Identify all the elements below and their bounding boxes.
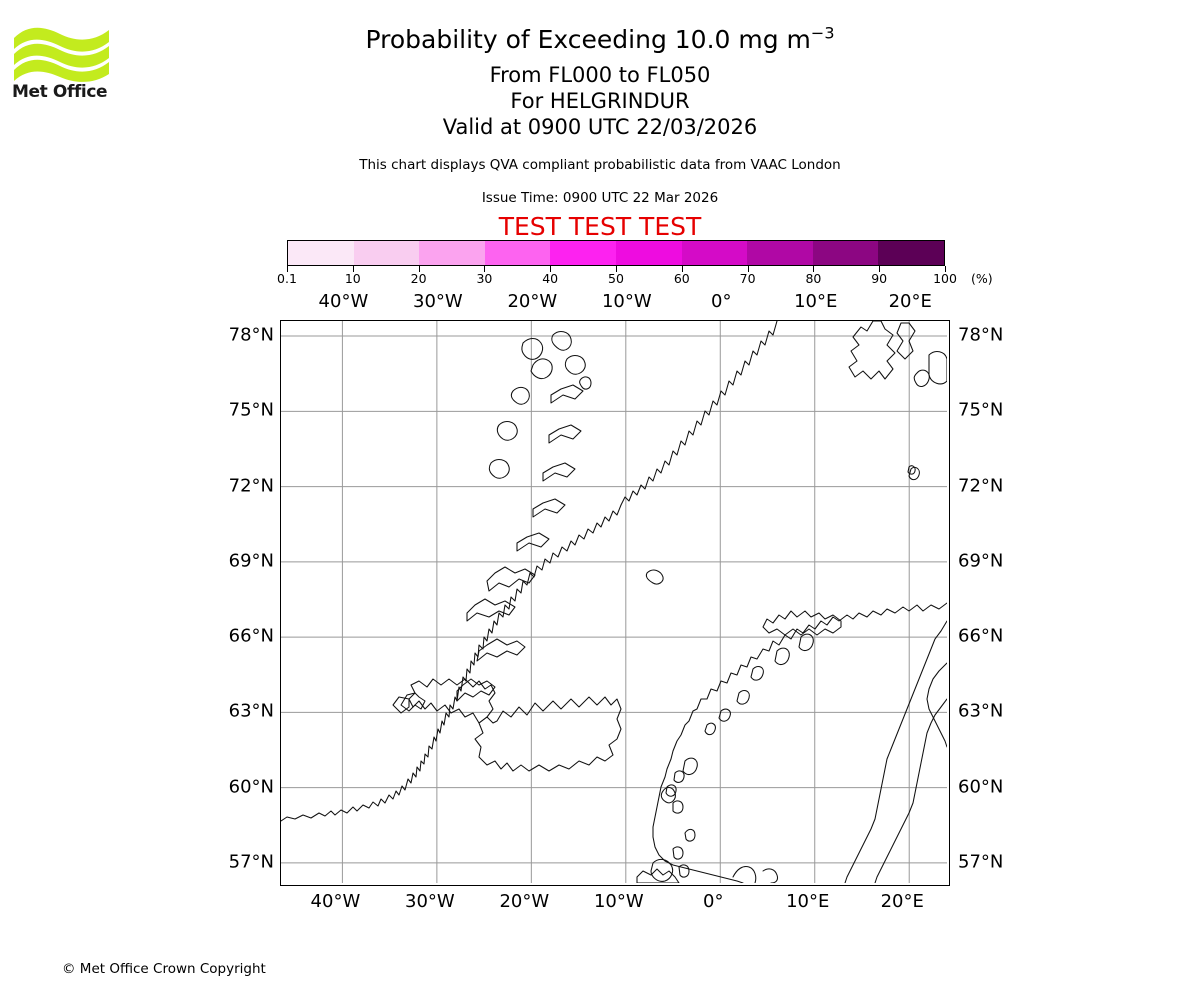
- map-gridlines: [281, 321, 947, 883]
- lat-label-left-63: 63°N: [228, 700, 274, 722]
- colorbar-tick-10: [352, 266, 354, 272]
- colorbar-tick-90: [879, 266, 881, 272]
- colorbar-tick-30: [484, 266, 486, 272]
- colorbar-tick-label-10: 10: [344, 271, 361, 286]
- title-flight-levels: From FL000 to FL050: [489, 63, 711, 87]
- page-title-superscript: −3: [810, 23, 835, 43]
- lon-label-top--10: 10°W: [601, 291, 652, 312]
- page-title: Probability of Exceeding 10.0 mg m−3: [130, 23, 1070, 54]
- colorbar-band-4: [550, 241, 616, 265]
- colorbar-tick-label-40: 40: [542, 271, 559, 286]
- colorbar-band-7: [747, 241, 813, 265]
- colorbar-band-5: [615, 241, 682, 265]
- colorbar-band-6: [681, 241, 748, 265]
- lat-label-right-72: 72°N: [958, 475, 1004, 497]
- colorbar-tick-label-60: 60: [673, 271, 690, 286]
- colorbar-tick-20: [418, 266, 420, 272]
- met-office-logo: Met Office: [12, 22, 112, 114]
- lat-label-right-60: 60°N: [958, 776, 1004, 798]
- colorbar-tick-label-100: 100: [933, 271, 957, 286]
- lat-label-left-60: 60°N: [228, 776, 274, 798]
- colorbar-tick-label-30: 30: [476, 271, 493, 286]
- colorbar-tick-100: [945, 266, 946, 272]
- map-coastlines: [281, 321, 947, 883]
- lon-label-bottom--10: 10°W: [593, 891, 644, 912]
- lat-label-right-78: 78°N: [958, 324, 1004, 346]
- colorbar-bands: [287, 240, 945, 266]
- lon-label-top-20: 20°E: [888, 291, 932, 312]
- colorbar-tick-label-50: 50: [608, 271, 624, 286]
- colorbar-band-2: [419, 241, 485, 265]
- colorbar-tick-0.1: [287, 266, 288, 272]
- met-office-wave-mark: [14, 27, 109, 82]
- lat-label-left-72: 72°N: [228, 475, 274, 497]
- lat-label-left-78: 78°N: [228, 324, 274, 346]
- lon-label-top-10: 10°E: [794, 291, 838, 312]
- map-frame: [280, 320, 950, 886]
- lon-label-bottom-20: 20°E: [880, 891, 924, 912]
- colorbar-tick-70: [747, 266, 749, 272]
- colorbar-tick-labels: 0.1 10 20 30 40 50 60 70 80 90 100: [277, 271, 957, 287]
- colorbar-tick-40: [550, 266, 552, 272]
- colorbar-unit-label: (%): [971, 271, 993, 286]
- lat-label-left-57: 57°N: [228, 851, 274, 873]
- title-volcano-name: For HELGRINDUR: [510, 89, 690, 113]
- colorbar-tick-label-80: 80: [805, 271, 822, 286]
- lon-label-top--40: 40°W: [318, 291, 369, 312]
- latitude-labels-right: 78°N 75°N 72°N 69°N 66°N 63°N 60°N 57°N: [958, 320, 1038, 886]
- title-valid-time: Valid at 0900 UTC 22/03/2026: [442, 115, 758, 139]
- footer-copyright: © Met Office Crown Copyright: [62, 961, 266, 977]
- probability-colorbar: [287, 240, 945, 266]
- lat-label-right-66: 66°N: [958, 625, 1004, 647]
- colorbar-band-3: [484, 241, 551, 265]
- lat-label-right-63: 63°N: [958, 700, 1004, 722]
- lon-label-bottom--30: 30°W: [405, 891, 455, 912]
- lon-label-bottom--20: 20°W: [499, 891, 550, 912]
- lon-label-top-0: 0°: [711, 291, 732, 312]
- lat-label-right-69: 69°N: [958, 550, 1004, 572]
- lat-label-left-66: 66°N: [228, 625, 274, 647]
- lon-label-bottom-0: 0°: [703, 891, 724, 912]
- colorbar-tick-60: [681, 266, 683, 272]
- colorbar-tick-label-70: 70: [739, 271, 756, 286]
- lon-label-top--30: 30°W: [413, 291, 463, 312]
- subtitle-issue-time: Issue Time: 0900 UTC 22 Mar 2026: [481, 190, 719, 206]
- lat-label-right-75: 75°N: [958, 399, 1004, 421]
- test-banner: TEST TEST TEST: [498, 212, 702, 241]
- colorbar-band-8: [812, 241, 879, 265]
- lon-label-bottom-10: 10°E: [786, 891, 830, 912]
- lat-label-left-69: 69°N: [228, 550, 274, 572]
- map-canvas: [281, 321, 947, 883]
- logo-wordmark: Met Office: [12, 82, 108, 102]
- latitude-labels-left: 78°N 75°N 72°N 69°N 66°N 63°N 60°N 57°N: [200, 320, 274, 886]
- colorbar-ticks: [287, 266, 946, 274]
- colorbar-tick-label-90: 90: [871, 271, 888, 286]
- page-title-text: Probability of Exceeding 10.0 mg m: [365, 25, 811, 54]
- subtitle-qva-note: This chart displays QVA compliant probab…: [359, 157, 841, 173]
- lat-label-left-75: 75°N: [228, 399, 274, 421]
- colorbar-tick-80: [813, 266, 815, 272]
- colorbar-tick-label-20: 20: [410, 271, 427, 286]
- colorbar-band-9: [878, 241, 944, 265]
- lon-label-bottom--40: 40°W: [310, 891, 361, 912]
- colorbar-band-1: [353, 241, 420, 265]
- map-plot-area: [280, 320, 950, 886]
- colorbar-tick-50: [616, 266, 617, 272]
- colorbar-tick-label-0.1: 0.1: [277, 271, 297, 286]
- lat-label-right-57: 57°N: [958, 851, 1004, 873]
- colorbar-band-0: [288, 241, 354, 265]
- lon-label-top--20: 20°W: [507, 291, 558, 312]
